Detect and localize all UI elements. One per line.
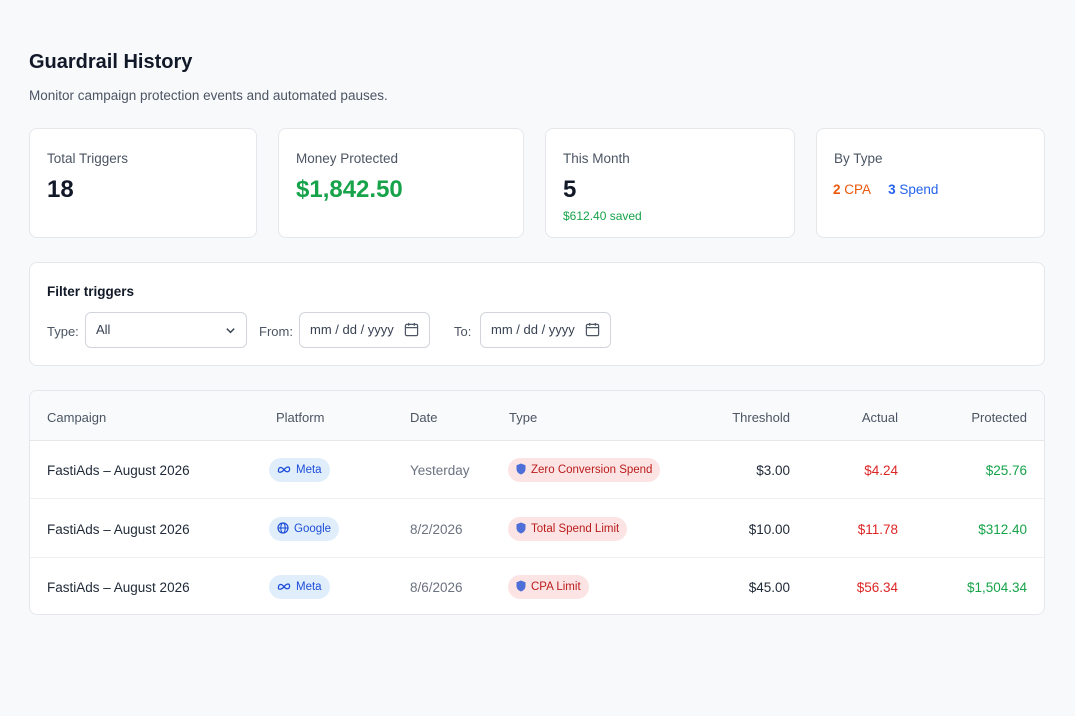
- column-header-type: Type: [509, 410, 538, 425]
- stat-card-money-protected: Money Protected $1,842.50: [278, 128, 524, 238]
- stat-value: 18: [47, 176, 74, 203]
- calendar-icon[interactable]: [585, 322, 600, 337]
- table-row[interactable]: FastiAds – August 2026 Meta 8/6/2026 CPA…: [30, 558, 1044, 614]
- trigger-type-badge: Zero Conversion Spend: [508, 458, 661, 482]
- from-date-input[interactable]: mm / dd / yyyy: [299, 312, 430, 348]
- by-type-breakdown: 2 CPA 3 Spend: [833, 182, 938, 197]
- stat-value: $1,842.50: [296, 176, 403, 203]
- stat-value: 5: [563, 176, 577, 203]
- from-date-placeholder: mm / dd / yyyy: [310, 322, 394, 337]
- trigger-type-badge: Total Spend Limit: [508, 517, 628, 541]
- threshold-value: $45.00: [748, 580, 790, 595]
- platform-badge: Meta: [269, 575, 330, 599]
- table-header: Campaign Platform Date Type Threshold Ac…: [30, 391, 1044, 441]
- from-date-label: From:: [259, 324, 293, 339]
- meta-icon: [277, 583, 291, 590]
- stat-card-this-month: This Month 5 $612.40 saved: [545, 128, 795, 238]
- platform-badge: Google: [269, 517, 340, 541]
- table-row[interactable]: FastiAds – August 2026 Google 8/2/2026 T…: [30, 500, 1044, 558]
- spend-count: 3 Spend: [888, 182, 939, 197]
- column-header-actual: Actual: [861, 410, 898, 425]
- triggers-table: Campaign Platform Date Type Threshold Ac…: [29, 390, 1045, 615]
- to-date-placeholder: mm / dd / yyyy: [491, 322, 575, 337]
- type-filter-label: Type:: [47, 324, 79, 339]
- column-header-campaign: Campaign: [47, 410, 107, 425]
- actual-value: $11.78: [857, 522, 898, 537]
- actual-value: $56.34: [856, 580, 898, 595]
- stat-card-total-triggers: Total Triggers 18: [29, 128, 257, 238]
- column-header-protected: Protected: [971, 410, 1027, 425]
- campaign-name: FastiAds – August 2026: [47, 580, 190, 595]
- stat-label: Total Triggers: [47, 151, 129, 166]
- filter-title: Filter triggers: [47, 284, 135, 299]
- actual-value: $4.24: [864, 463, 898, 478]
- stat-label: Money Protected: [296, 151, 399, 166]
- column-header-threshold: Threshold: [732, 410, 790, 425]
- trigger-type-badge: CPA Limit: [508, 575, 589, 599]
- calendar-icon[interactable]: [404, 322, 419, 337]
- meta-icon: [277, 466, 291, 473]
- trigger-date: 8/6/2026: [410, 580, 463, 595]
- trigger-date: Yesterday: [410, 463, 470, 478]
- protected-value: $25.76: [985, 463, 1027, 478]
- campaign-name: FastiAds – August 2026: [47, 463, 190, 478]
- protected-value: $312.40: [978, 522, 1027, 537]
- shield-icon: [516, 522, 526, 534]
- page-title: Guardrail History: [29, 51, 193, 73]
- chevron-down-icon: [225, 313, 236, 347]
- column-header-platform: Platform: [276, 410, 325, 425]
- to-date-label: To:: [454, 324, 472, 339]
- shield-icon: [516, 463, 526, 475]
- shield-icon: [516, 580, 526, 592]
- globe-icon: [277, 522, 289, 534]
- page-subtitle: Monitor campaign protection events and a…: [29, 88, 388, 103]
- campaign-name: FastiAds – August 2026: [47, 522, 190, 537]
- type-filter-value: All: [96, 322, 111, 337]
- filter-panel: Filter triggers Type: All From: mm / dd …: [29, 262, 1045, 366]
- platform-badge: Meta: [269, 458, 330, 482]
- stat-card-by-type: By Type 2 CPA 3 Spend: [816, 128, 1045, 238]
- stat-label: This Month: [563, 151, 630, 166]
- type-filter-select[interactable]: All: [85, 312, 247, 348]
- protected-value: $1,504.34: [966, 580, 1027, 595]
- stat-saved: $612.40 saved: [563, 209, 642, 223]
- to-date-input[interactable]: mm / dd / yyyy: [480, 312, 611, 348]
- threshold-value: $3.00: [756, 463, 790, 478]
- cpa-count: 2 CPA: [833, 182, 871, 197]
- table-row[interactable]: FastiAds – August 2026 Meta Yesterday Ze…: [30, 441, 1044, 499]
- trigger-date: 8/2/2026: [410, 522, 463, 537]
- threshold-value: $10.00: [748, 522, 790, 537]
- column-header-date: Date: [410, 410, 438, 425]
- stat-label: By Type: [834, 151, 883, 166]
